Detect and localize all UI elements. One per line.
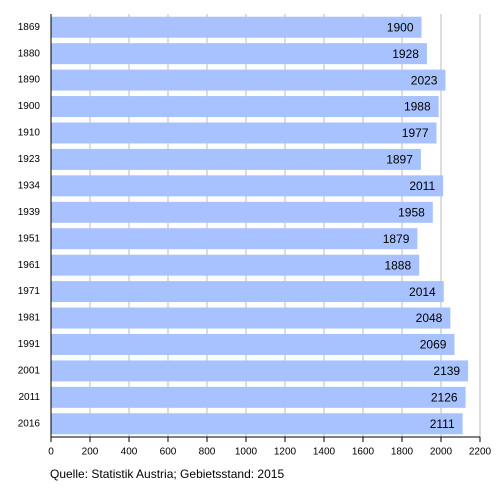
value-label: 2069 xyxy=(420,338,447,352)
y-tick-label: 1923 xyxy=(18,154,41,165)
value-label: 1888 xyxy=(384,258,411,272)
value-label: 2011 xyxy=(409,179,435,193)
x-tick-label: 2200 xyxy=(469,447,492,458)
value-label: 2048 xyxy=(416,311,443,325)
value-label: 1928 xyxy=(392,47,419,61)
bar xyxy=(51,281,444,303)
x-tick-label: 200 xyxy=(82,447,99,458)
y-tick-label: 1900 xyxy=(18,101,41,112)
bar xyxy=(51,413,463,435)
y-tick-label: 2001 xyxy=(18,366,41,377)
bar xyxy=(51,333,455,355)
x-tick-label: 400 xyxy=(121,447,138,458)
bar xyxy=(51,254,420,276)
value-label: 1958 xyxy=(398,205,425,219)
value-label: 2111 xyxy=(430,417,455,431)
bar xyxy=(51,69,446,91)
value-label: 2126 xyxy=(431,391,458,405)
y-tick-label: 1880 xyxy=(18,48,41,59)
x-tick-label: 1200 xyxy=(274,447,297,458)
y-tick-label: 1869 xyxy=(18,22,41,33)
x-tick-label: 600 xyxy=(160,447,177,458)
value-label: 1977 xyxy=(402,126,429,140)
y-tick-label: 2011 xyxy=(18,392,40,403)
x-tick-label: 2000 xyxy=(430,447,453,458)
bar xyxy=(51,307,451,329)
source-note: Quelle: Statistik Austria; Gebietsstand:… xyxy=(50,467,284,481)
bar xyxy=(51,16,422,38)
x-tick-label: 1000 xyxy=(235,447,258,458)
x-tick-label: 800 xyxy=(199,447,216,458)
value-label: 1988 xyxy=(404,100,431,114)
x-tick-label: 1400 xyxy=(313,447,336,458)
y-tick-label: 1934 xyxy=(18,180,41,191)
bar xyxy=(51,360,469,382)
bar xyxy=(51,386,466,408)
value-label: 1897 xyxy=(386,153,413,167)
value-label: 2014 xyxy=(409,285,436,299)
x-tick-label: 0 xyxy=(48,447,54,458)
value-label: 1900 xyxy=(387,20,414,34)
bar xyxy=(51,201,433,223)
y-tick-label: 1981 xyxy=(18,313,41,324)
y-tick-label: 1939 xyxy=(18,207,41,218)
y-tick-label: 1991 xyxy=(18,339,41,350)
value-label: 2023 xyxy=(411,73,438,87)
y-tick-label: 1910 xyxy=(18,128,41,139)
y-tick-label: 1961 xyxy=(18,260,41,271)
value-label: 2139 xyxy=(433,364,460,378)
bar xyxy=(51,228,418,250)
bar xyxy=(51,148,421,170)
y-tick-label: 1890 xyxy=(18,75,41,86)
bar xyxy=(51,43,427,65)
y-tick-label: 2016 xyxy=(18,418,41,429)
x-tick-label: 1800 xyxy=(391,447,414,458)
bar xyxy=(51,175,444,197)
bar xyxy=(51,96,439,118)
y-tick-label: 1971 xyxy=(18,286,41,297)
bar xyxy=(51,122,437,144)
y-tick-label: 1951 xyxy=(18,233,41,244)
value-label: 1879 xyxy=(383,232,410,246)
x-tick-label: 1600 xyxy=(352,447,375,458)
